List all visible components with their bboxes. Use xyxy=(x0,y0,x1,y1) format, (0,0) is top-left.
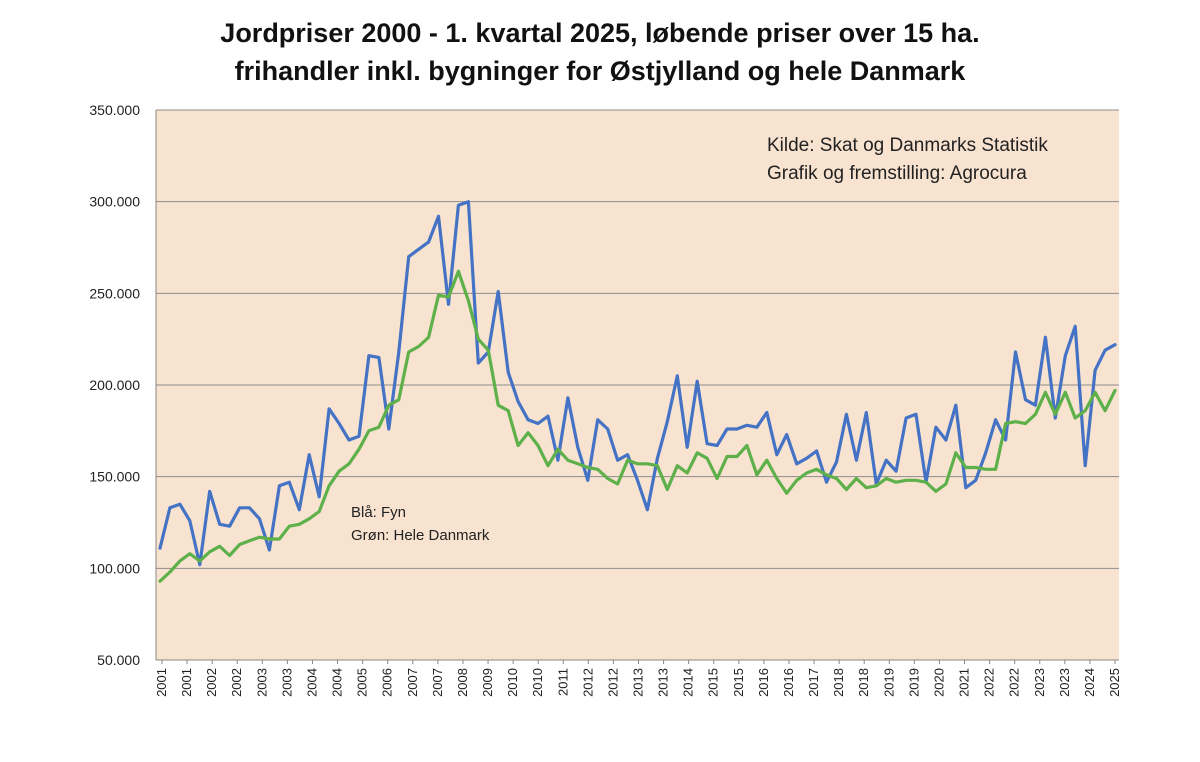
x-tick-label: 2002 xyxy=(229,668,244,697)
y-tick-label: 50.000 xyxy=(97,652,140,668)
x-tick-label: 2019 xyxy=(906,668,921,697)
x-tick-label: 2024 xyxy=(1082,668,1097,697)
x-tick-label: 2013 xyxy=(631,668,646,697)
x-tick-label: 2003 xyxy=(279,668,294,697)
x-tick-label: 2023 xyxy=(1057,668,1072,697)
y-tick-label: 200.000 xyxy=(89,377,140,393)
x-tick-label: 2004 xyxy=(330,668,345,697)
x-tick-label: 2004 xyxy=(304,668,319,697)
x-tick-label: 2010 xyxy=(530,668,545,697)
legend-note-danmark: Grøn: Hele Danmark xyxy=(351,527,490,544)
x-tick-label: 2003 xyxy=(254,668,269,697)
source-note-line-2: Grafik og fremstilling: Agrocura xyxy=(767,163,1027,184)
y-tick-label: 100.000 xyxy=(89,560,140,576)
x-tick-label: 2016 xyxy=(756,668,771,697)
x-tick-label: 2014 xyxy=(681,668,696,697)
x-tick-label: 2009 xyxy=(480,668,495,697)
x-tick-label: 2018 xyxy=(831,668,846,697)
x-tick-label: 2023 xyxy=(1032,668,1047,697)
x-tick-label: 2012 xyxy=(605,668,620,697)
y-axis-ticks: 50.000 100.000 150.000 200.000 250.000 300.00… xyxy=(89,102,140,668)
series-line-blue xyxy=(158,200,1117,567)
x-tick-label: 2017 xyxy=(806,668,821,697)
x-tick-label: 2007 xyxy=(430,668,445,697)
x-tick-label: 2021 xyxy=(957,668,972,697)
x-tick-label: 2016 xyxy=(781,668,796,697)
series-line-green xyxy=(158,269,1117,583)
x-tick-label: 2022 xyxy=(982,668,997,697)
x-axis-ticks: 2001 2001 2002 2002 2003 2003 2004 2004 2005 2006… xyxy=(154,660,1122,697)
source-note-line-1: Kilde: Skat og Danmarks Statistik xyxy=(767,135,1048,156)
legend-note-fyn: Blå: Fyn xyxy=(351,504,406,521)
x-tick-label: 2005 xyxy=(355,668,370,697)
x-tick-label: 2012 xyxy=(580,668,595,697)
x-tick-label: 2015 xyxy=(706,668,721,697)
x-tick-label: 2019 xyxy=(881,668,896,697)
x-tick-label: 2022 xyxy=(1007,668,1022,697)
x-tick-label: 2015 xyxy=(731,668,746,697)
gridlines xyxy=(156,109,1119,569)
x-tick-label: 2018 xyxy=(856,668,871,697)
x-tick-label: 2011 xyxy=(555,668,570,696)
y-tick-label: 250.000 xyxy=(89,285,140,301)
x-tick-label: 2001 xyxy=(179,668,194,697)
x-tick-label: 2010 xyxy=(505,668,520,697)
chart-title: Jordpriser 2000 - 1. kvartal 2025, løben… xyxy=(0,14,1200,90)
series-lines xyxy=(158,200,1117,583)
x-tick-label: 2008 xyxy=(455,668,470,697)
x-tick-label: 2025 xyxy=(1107,668,1122,697)
x-tick-label: 2013 xyxy=(656,668,671,697)
chart-title-line-2: frihandler inkl. bygninger for Østjyllan… xyxy=(234,56,966,86)
y-tick-label: 300.000 xyxy=(89,194,140,210)
chart-title-line-1: Jordpriser 2000 - 1. kvartal 2025, løben… xyxy=(220,18,980,48)
x-tick-label: 2007 xyxy=(405,668,420,697)
x-tick-label: 2006 xyxy=(380,668,395,697)
x-tick-label: 2001 xyxy=(154,668,169,697)
y-tick-label: 350.000 xyxy=(89,102,140,118)
x-tick-label: 2020 xyxy=(931,668,946,697)
x-tick-label: 2002 xyxy=(204,668,219,697)
y-tick-label: 150.000 xyxy=(89,469,140,485)
